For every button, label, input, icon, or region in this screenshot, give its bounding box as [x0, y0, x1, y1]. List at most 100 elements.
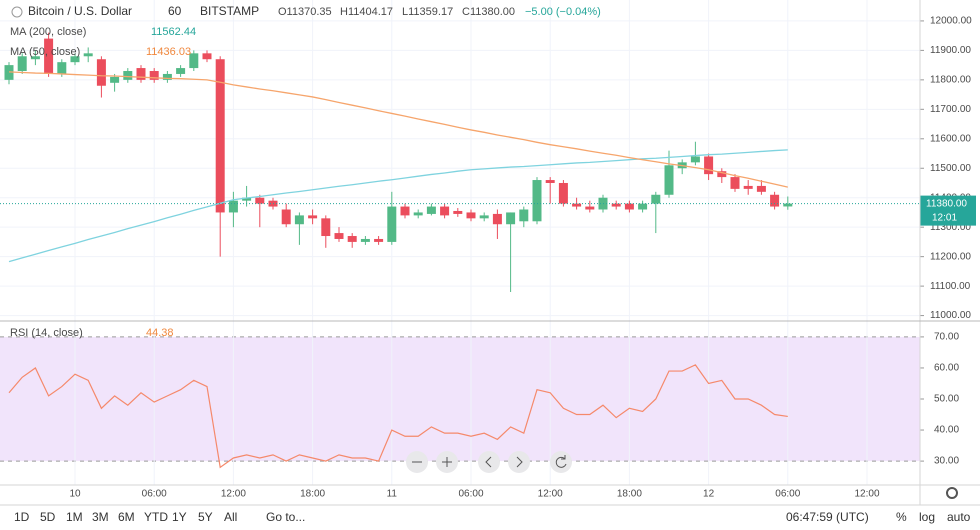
candle-body	[17, 56, 27, 72]
period-button[interactable]: 5D	[40, 510, 56, 524]
period-button[interactable]: 1Y	[172, 510, 187, 524]
y-tick-label: 11200.00	[930, 251, 971, 262]
candle-body	[585, 206, 595, 210]
candle-body	[360, 238, 370, 242]
candle-body	[387, 206, 397, 242]
last-price-tag	[920, 195, 976, 226]
y-tick-label: 11900.00	[930, 45, 971, 56]
candle-body	[638, 203, 648, 210]
y-tick-label: 30.00	[934, 456, 959, 467]
candle-body	[162, 73, 172, 80]
candle-body	[558, 182, 568, 204]
y-tick-label: 11600.00	[930, 133, 971, 144]
period-button[interactable]: 5Y	[198, 510, 213, 524]
moving-average-line	[8, 149, 788, 263]
y-tick-label: 11100.00	[930, 281, 971, 292]
candle-body	[96, 59, 106, 86]
x-tick-label: 06:00	[142, 489, 167, 500]
period-button[interactable]: 3M	[92, 510, 109, 524]
goto-button[interactable]: Go to...	[266, 510, 305, 524]
candle-body	[228, 200, 238, 213]
candle-body	[572, 203, 582, 207]
period-button[interactable]: 6M	[118, 510, 135, 524]
exchange: BITSTAMP	[200, 4, 259, 18]
legend-rsi[interactable]: RSI (14, close)	[10, 327, 83, 339]
last-price-label: 11380.00	[926, 198, 967, 209]
candle-body	[492, 213, 502, 225]
candle-body	[255, 197, 265, 204]
y-tick-label: 11300.00	[930, 222, 971, 233]
legend-ma200[interactable]: MA (200, close)	[10, 26, 86, 38]
legend-ma50[interactable]: MA (50, close)	[10, 46, 80, 58]
y-tick-label: 50.00	[934, 394, 959, 405]
candle-body	[57, 62, 67, 74]
rsi-line	[8, 364, 788, 469]
candle-body	[70, 56, 80, 63]
x-tick-label: 18:00	[617, 489, 642, 500]
candle-body	[770, 194, 780, 207]
scale-option-button[interactable]: %	[896, 510, 907, 524]
bottom-toolbar: Go to... 06:47:59 (UTC) 1D 5D 1M 3M 6M YTD 1Y 5…	[14, 487, 971, 524]
icon	[11, 6, 23, 18]
legend-ma200-value: 11562.44	[151, 26, 196, 38]
candle-body	[440, 206, 450, 216]
scale-option-button[interactable]: log	[919, 510, 935, 524]
candle-body	[83, 53, 93, 57]
ohlc-low: L11359.17	[402, 6, 453, 18]
candle-body	[321, 218, 331, 237]
candle-body	[176, 68, 186, 74]
period-button[interactable]: All	[224, 510, 237, 524]
candle-body	[413, 212, 423, 216]
candle-body	[624, 203, 634, 210]
interval: 60	[168, 4, 182, 18]
y-tick-label: 11500.00	[930, 163, 971, 174]
icon	[485, 456, 492, 468]
navigation-controls	[406, 451, 572, 473]
ohlc-close: C11380.00	[462, 6, 515, 18]
moving-average-line	[8, 71, 788, 188]
candle-body	[426, 206, 436, 214]
scale-option-button[interactable]: auto	[947, 510, 971, 524]
candle-body	[651, 194, 661, 204]
candle-body	[189, 53, 199, 69]
candle-body	[532, 180, 542, 222]
scroll-left-button[interactable]	[478, 451, 500, 473]
legend-rsi-value: 44.38	[146, 327, 174, 339]
x-tick-label: 06:00	[775, 489, 800, 500]
rsi-band	[0, 336, 920, 462]
x-tick-label: 12	[703, 489, 715, 500]
period-button[interactable]: 1D	[14, 510, 30, 524]
candle-body	[374, 238, 384, 242]
candle-body	[756, 185, 766, 192]
candle-body	[743, 185, 753, 189]
candle-body	[136, 68, 146, 80]
legend-ma50-value: 11436.03	[146, 46, 191, 58]
header: Bitcoin / U.S. Dollar 60 BITSTAMP O11370…	[10, 4, 601, 339]
y-tick-label: 11700.00	[930, 104, 971, 115]
x-tick-label: 11	[387, 489, 398, 500]
plot-area: 10 06:00 12:00 18:00 11 06:00 12:00 18:00 12 06:0…	[0, 0, 976, 500]
candle-body	[453, 210, 463, 214]
period-button[interactable]: 1M	[66, 510, 83, 524]
y-tick-label: 11000.00	[930, 310, 971, 321]
reset-button[interactable]	[550, 451, 572, 473]
candle-body	[110, 76, 120, 83]
candle-body	[479, 215, 489, 219]
period-button[interactable]: YTD	[144, 510, 168, 524]
y-tick-label: 70.00	[934, 332, 959, 343]
x-tick-label: 10	[69, 489, 81, 500]
candle-body	[149, 71, 159, 80]
ohlc-open: O11370.35	[278, 6, 332, 18]
icon	[555, 455, 567, 468]
settings-button[interactable]	[946, 487, 958, 499]
scroll-right-button[interactable]	[508, 451, 530, 473]
y-tick-label: 40.00	[934, 425, 959, 436]
y-tick-label: 60.00	[934, 363, 959, 374]
candle-body	[783, 203, 793, 207]
candle-body	[611, 203, 621, 207]
candle-body	[717, 171, 727, 178]
candle-body	[347, 236, 357, 242]
candle-body	[730, 177, 740, 189]
candle-body	[545, 180, 555, 183]
candle-body	[242, 197, 252, 201]
